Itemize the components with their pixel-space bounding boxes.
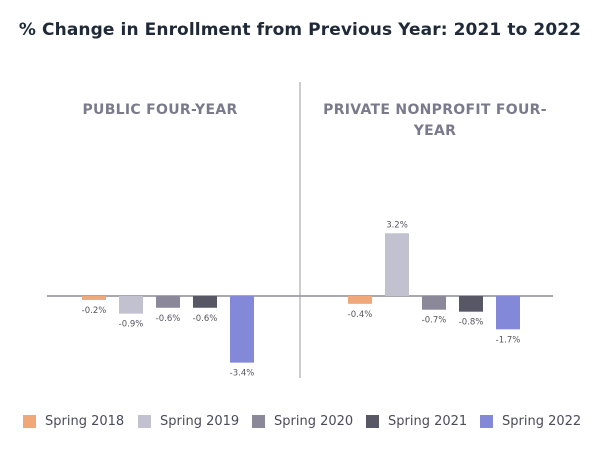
bar-p1-s2 <box>422 296 446 310</box>
bar-p1-s4 <box>496 296 520 330</box>
bar-p0-s4 <box>230 296 254 363</box>
legend-label: Spring 2018 <box>45 413 125 429</box>
legend-swatch <box>252 414 265 428</box>
legend-item-3: Spring 2021 <box>366 411 467 431</box>
legend-label: Spring 2022 <box>502 413 582 429</box>
data-label-p0-s0: -0.2% <box>82 306 107 316</box>
bar-p1-s0 <box>348 296 372 304</box>
data-label-p0-s4: -3.4% <box>230 369 255 379</box>
bar-p0-s1 <box>119 296 143 314</box>
legend-swatch <box>480 414 493 428</box>
chart-legend: Spring 2018 Spring 2019 Spring 2020 Spring … <box>0 411 600 431</box>
data-label-p0-s3: -0.6% <box>193 314 218 324</box>
legend-item-2: Spring 2020 <box>252 411 353 431</box>
legend-swatch <box>23 414 36 428</box>
data-label-p0-s1: -0.9% <box>119 320 144 330</box>
data-label-p1-s2: -0.7% <box>422 316 447 326</box>
legend-item-1: Spring 2019 <box>138 411 239 431</box>
legend-item-4: Spring 2022 <box>480 411 581 431</box>
data-label-p1-s4: -1.7% <box>496 335 521 345</box>
bar-p0-s3 <box>193 296 217 308</box>
panel-title-public-four-year: PUBLIC FOUR-YEAR <box>82 102 238 118</box>
legend-label: Spring 2020 <box>274 413 354 429</box>
legend-item-0: Spring 2018 <box>23 411 124 431</box>
bar-p0-s2 <box>156 296 180 308</box>
panel-title-private-nonprofit-four-year: PRIVATE NONPROFIT FOUR-YEAR <box>323 102 547 139</box>
legend-label: Spring 2021 <box>388 413 468 429</box>
legend-swatch <box>138 414 151 428</box>
bar-p0-s0 <box>82 296 106 300</box>
legend-swatch <box>366 414 379 428</box>
data-label-p0-s2: -0.6% <box>156 314 181 324</box>
data-label-p1-s3: -0.8% <box>459 318 484 328</box>
bar-p1-s3 <box>459 296 483 312</box>
bar-p1-s1 <box>385 233 409 296</box>
legend-label: Spring 2019 <box>160 413 240 429</box>
chart-title: % Change in Enrollment from Previous Yea… <box>18 20 582 40</box>
data-label-p1-s0: -0.4% <box>348 310 373 320</box>
data-label-p1-s1: 3.2% <box>386 220 408 230</box>
